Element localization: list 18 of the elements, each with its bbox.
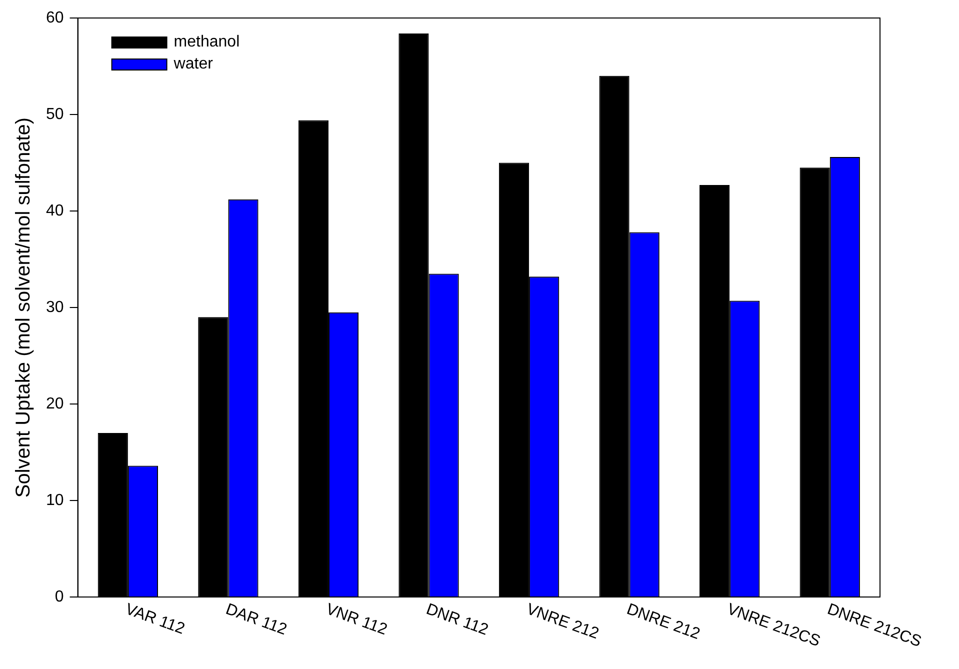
y-tick-label: 20: [46, 395, 64, 412]
x-tick-label: VNR 112: [324, 600, 390, 639]
y-tick-label: 60: [46, 9, 64, 26]
x-tick-label: DNRE 212: [624, 600, 702, 644]
y-tick-label: 0: [54, 588, 64, 606]
y-tick-label: 50: [46, 106, 64, 123]
y-tick-label: 30: [46, 298, 64, 316]
x-tick-label: DNR 112: [424, 600, 490, 640]
x-tick-label: VNRE 212: [524, 600, 602, 643]
x-tick-label: DAR 112: [223, 600, 290, 639]
x-tick-label: VAR 112: [123, 600, 187, 638]
legend-label: methanol: [174, 33, 240, 50]
x-tick-label: DNRE 212CS: [824, 600, 924, 651]
y-tick-label: 40: [46, 202, 64, 220]
y-axis-title: Solvent Uptake (mol solvent/mol sulfonate): [12, 117, 35, 498]
legend-label: water: [172, 55, 214, 72]
y-tick-label: 10: [46, 492, 64, 509]
x-tick-label: VNRE 212CS: [724, 600, 822, 650]
